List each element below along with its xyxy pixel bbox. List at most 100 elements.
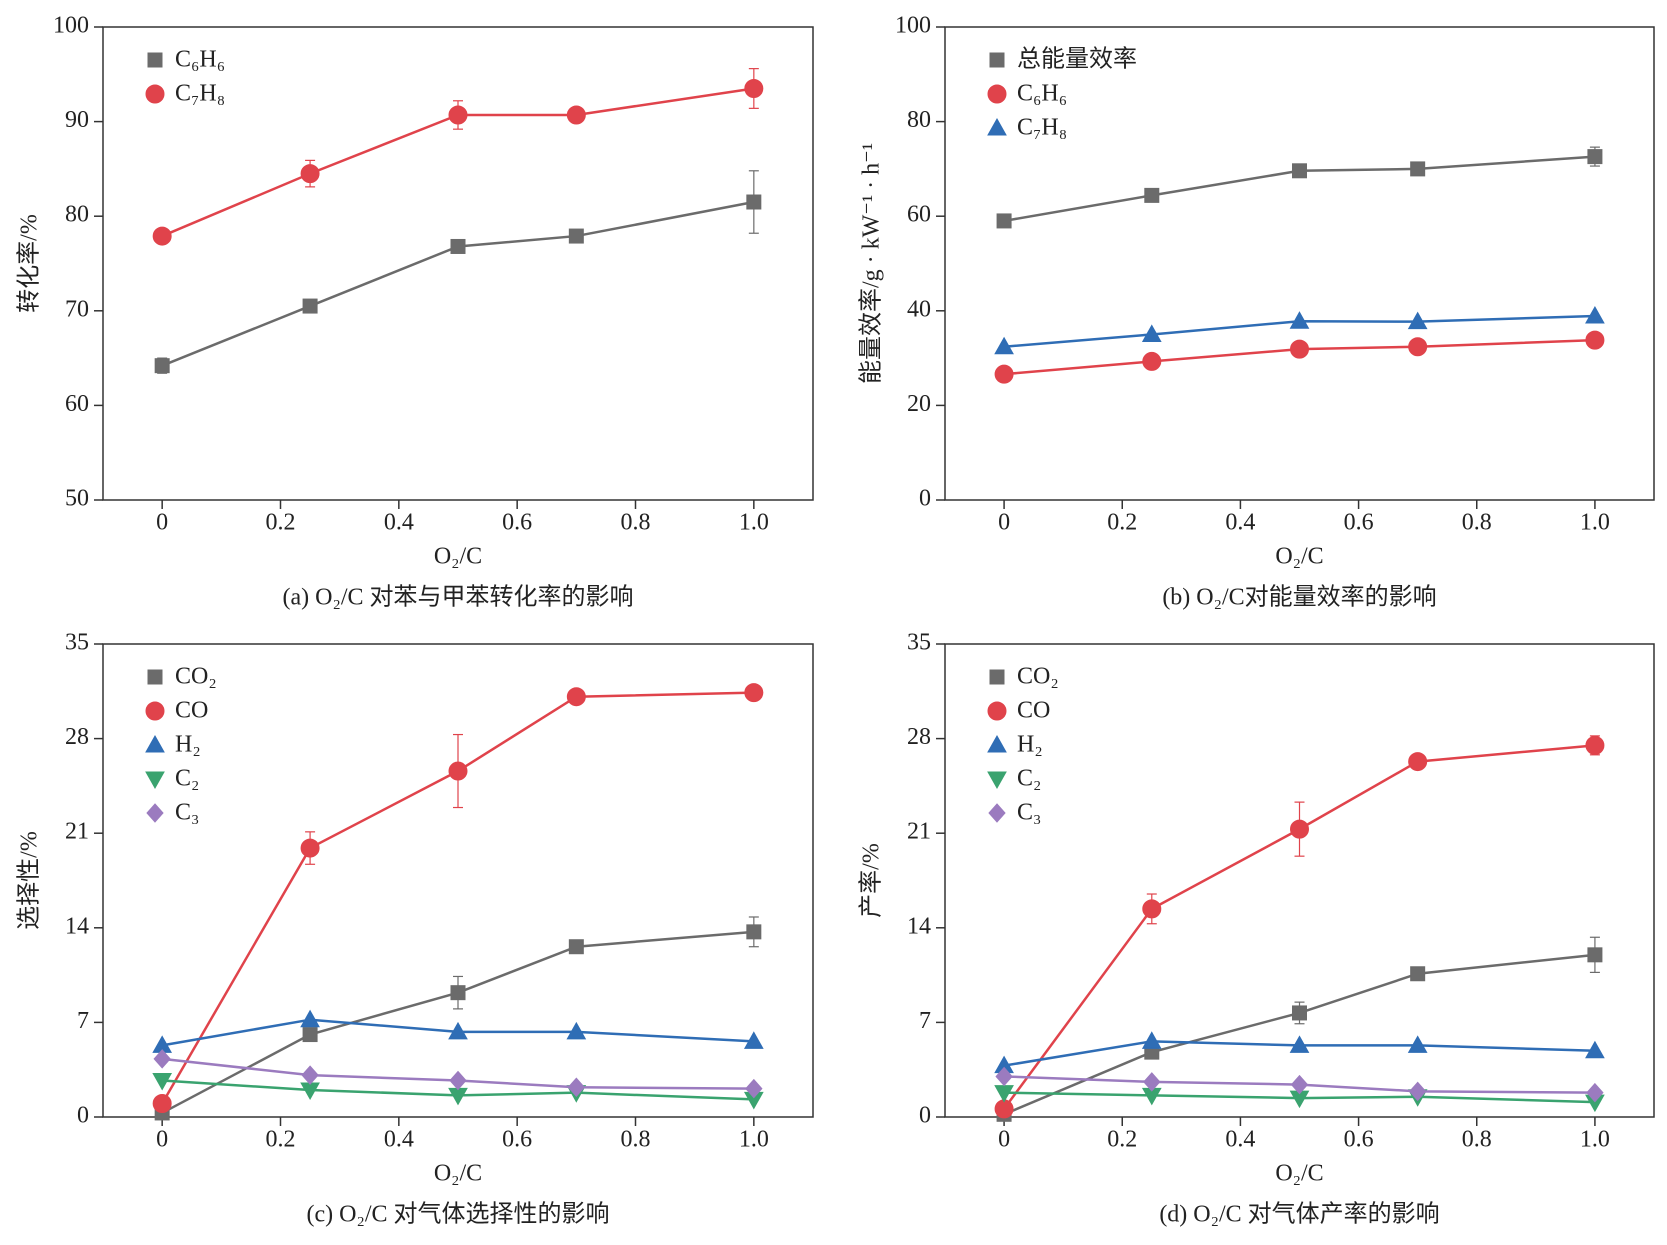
data-point bbox=[1292, 1005, 1307, 1021]
data-point bbox=[1143, 1072, 1161, 1092]
y-tick-label: 0 bbox=[919, 1103, 931, 1129]
y-tick-label: 14 bbox=[65, 913, 89, 939]
data-point bbox=[1292, 163, 1307, 179]
x-axis-label: O₂/C bbox=[1275, 544, 1323, 570]
series-line bbox=[1003, 744, 1596, 1110]
data-point bbox=[743, 1031, 764, 1049]
x-axis-label: O₂/C bbox=[1275, 1161, 1323, 1187]
x-tick-label: 0.6 bbox=[1344, 1127, 1374, 1153]
x-tick-label: 0.6 bbox=[1344, 510, 1374, 536]
y-tick-label: 14 bbox=[907, 913, 931, 939]
data-point bbox=[746, 924, 762, 940]
data-point bbox=[1410, 161, 1426, 177]
legend-marker bbox=[145, 84, 165, 104]
legend-marker bbox=[989, 52, 1005, 68]
data-point bbox=[301, 1065, 319, 1085]
y-tick-label: 70 bbox=[65, 296, 89, 322]
legend-label: 总能量效率 bbox=[1017, 46, 1137, 73]
legend-label: C₃ bbox=[1017, 800, 1041, 826]
y-axis-label: 产率/% bbox=[858, 843, 885, 918]
legend-label: C₇H₈ bbox=[175, 81, 225, 107]
data-point bbox=[1141, 1031, 1162, 1049]
y-tick-label: 20 bbox=[907, 391, 931, 417]
y-tick-label: 0 bbox=[919, 486, 931, 512]
y-tick-label: 21 bbox=[907, 819, 931, 845]
x-tick-label: 0.8 bbox=[1462, 510, 1492, 536]
x-tick-label: 0 bbox=[998, 1127, 1010, 1153]
data-point bbox=[1141, 324, 1162, 342]
data-point bbox=[1585, 1040, 1605, 1059]
data-point bbox=[996, 213, 1012, 229]
legend-label: C₂ bbox=[1017, 766, 1041, 792]
data-point bbox=[994, 364, 1014, 384]
plot-frame bbox=[944, 643, 1655, 1118]
y-tick-label: 7 bbox=[77, 1008, 89, 1034]
legend-marker bbox=[147, 669, 163, 685]
x-tick-label: 0.2 bbox=[266, 510, 296, 536]
data-point bbox=[1407, 1035, 1428, 1053]
data-point bbox=[152, 1073, 173, 1091]
legend-label: H₂ bbox=[1017, 732, 1043, 758]
data-point bbox=[1585, 735, 1605, 755]
legend-marker bbox=[145, 701, 165, 721]
legend-marker bbox=[146, 803, 164, 823]
x-tick-label: 0.4 bbox=[384, 510, 414, 536]
data-point bbox=[745, 1078, 763, 1099]
x-tick-label: 0 bbox=[156, 1127, 168, 1153]
y-tick-label: 50 bbox=[65, 486, 89, 512]
data-point bbox=[153, 1049, 171, 1069]
caption: (a) O₂/C 对苯与甲苯转化率的影响 bbox=[282, 584, 633, 611]
x-axis-label: O₂/C bbox=[434, 544, 482, 570]
legend-label: C₇H₈ bbox=[1017, 115, 1067, 141]
data-point bbox=[1585, 305, 1605, 324]
data-point bbox=[448, 105, 468, 125]
x-tick-label: 0.4 bbox=[384, 1127, 414, 1153]
data-point bbox=[449, 1070, 467, 1091]
y-axis-label: 选择性/% bbox=[16, 831, 43, 930]
legend-label: CO₂ bbox=[175, 664, 217, 690]
y-tick-label: 28 bbox=[907, 724, 931, 750]
legend-marker bbox=[987, 771, 1007, 790]
x-tick-label: 0.8 bbox=[621, 510, 651, 536]
x-tick-label: 0.8 bbox=[1462, 1127, 1492, 1153]
x-tick-label: 0.6 bbox=[502, 510, 532, 536]
x-tick-label: 0.4 bbox=[1225, 510, 1255, 536]
y-tick-label: 80 bbox=[65, 202, 89, 228]
y-tick-label: 60 bbox=[907, 202, 931, 228]
y-axis-label: 转化率/% bbox=[16, 214, 43, 313]
caption: (c) O₂/C 对气体选择性的影响 bbox=[306, 1201, 609, 1228]
plot-frame bbox=[102, 643, 814, 1118]
y-tick-label: 0 bbox=[77, 1103, 89, 1129]
y-tick-label: 28 bbox=[65, 724, 89, 750]
x-tick-label: 0.4 bbox=[1225, 1127, 1255, 1153]
data-point bbox=[994, 336, 1014, 355]
data-point bbox=[448, 761, 468, 781]
y-tick-label: 80 bbox=[907, 107, 931, 133]
legend-marker bbox=[987, 117, 1007, 136]
data-point bbox=[1410, 966, 1426, 982]
data-point bbox=[300, 838, 320, 858]
legend-label: CO bbox=[175, 698, 208, 724]
caption: (d) O₂/C 对气体产率的影响 bbox=[1159, 1201, 1439, 1228]
plot-frame bbox=[102, 26, 814, 501]
legend-label: C₂ bbox=[175, 766, 199, 792]
data-point bbox=[744, 683, 764, 703]
data-point bbox=[450, 985, 466, 1001]
data-point bbox=[995, 1066, 1013, 1087]
data-point bbox=[1408, 752, 1428, 772]
data-point bbox=[1408, 1081, 1427, 1102]
data-point bbox=[1408, 337, 1428, 357]
data-point bbox=[1290, 1074, 1309, 1095]
data-point bbox=[1142, 899, 1162, 919]
data-point bbox=[450, 238, 466, 254]
y-tick-label: 90 bbox=[65, 107, 89, 133]
x-tick-label: 1.0 bbox=[739, 510, 769, 536]
series-line bbox=[161, 200, 755, 367]
y-tick-label: 100 bbox=[895, 13, 931, 39]
data-point bbox=[300, 1009, 320, 1028]
data-point bbox=[566, 1021, 587, 1040]
data-point bbox=[1290, 339, 1309, 359]
data-point bbox=[1289, 311, 1310, 329]
data-point bbox=[568, 939, 584, 955]
